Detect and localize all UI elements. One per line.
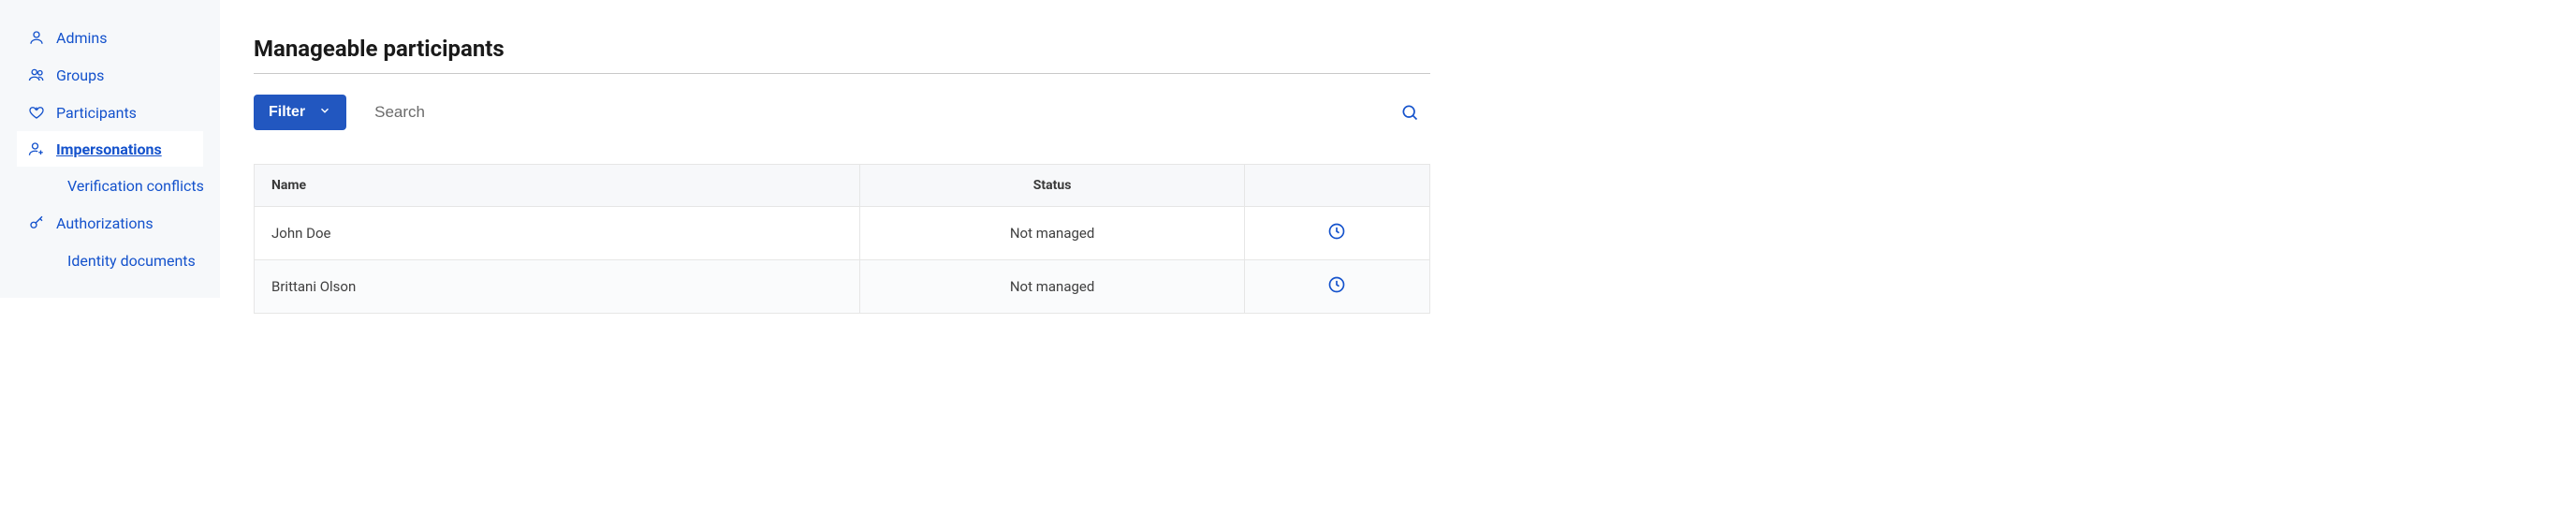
user-plus-icon	[28, 140, 45, 157]
cell-actions	[1244, 260, 1429, 314]
filter-button-label: Filter	[269, 104, 305, 121]
sidebar-item-label: Groups	[56, 66, 104, 84]
key-icon	[28, 214, 45, 231]
table-row: Brittani Olson Not managed	[255, 260, 1430, 314]
sidebar-item-authorizations[interactable]: Authorizations	[0, 204, 220, 242]
search-wrap	[374, 101, 1430, 124]
cell-name: John Doe	[255, 207, 860, 260]
table-header-row: Name Status	[255, 165, 1430, 207]
sidebar-item-groups[interactable]: Groups	[0, 56, 220, 94]
clock-icon[interactable]	[1327, 222, 1346, 241]
users-icon	[28, 66, 45, 83]
search-icon[interactable]	[1398, 101, 1421, 124]
participants-table: Name Status John Doe Not managed Brittan…	[254, 164, 1430, 314]
chevron-down-icon	[318, 104, 331, 122]
title-divider	[254, 73, 1430, 74]
clock-icon[interactable]	[1327, 275, 1346, 294]
sidebar-item-label: Verification conflicts	[67, 177, 204, 195]
col-name-header: Name	[255, 165, 860, 207]
sidebar-item-label: Participants	[56, 104, 137, 122]
main-content: Manageable participants Filter Name Stat…	[220, 0, 1449, 298]
filter-button[interactable]: Filter	[254, 95, 346, 130]
cell-name: Brittani Olson	[255, 260, 860, 314]
sidebar-item-label: Authorizations	[56, 214, 154, 232]
sidebar-item-label: Impersonations	[56, 140, 162, 158]
cell-actions	[1244, 207, 1429, 260]
heart-icon	[28, 104, 45, 121]
table-row: John Doe Not managed	[255, 207, 1430, 260]
search-input[interactable]	[374, 103, 1398, 122]
cell-status: Not managed	[860, 260, 1245, 314]
col-actions-header	[1244, 165, 1429, 207]
sidebar-item-admins[interactable]: Admins	[0, 19, 220, 56]
page-title: Manageable participants	[254, 36, 1430, 62]
sidebar-item-impersonations[interactable]: Impersonations	[17, 131, 203, 167]
sidebar-item-label: Admins	[56, 29, 107, 47]
sidebar-item-label: Identity documents	[67, 252, 196, 270]
sidebar-item-participants[interactable]: Participants	[0, 94, 220, 131]
user-icon	[28, 29, 45, 46]
cell-status: Not managed	[860, 207, 1245, 260]
toolbar: Filter	[254, 95, 1430, 130]
sidebar-item-verification-conflicts[interactable]: Verification conflicts	[0, 167, 220, 204]
col-status-header: Status	[860, 165, 1245, 207]
sidebar: Admins Groups Participants Impersonation…	[0, 0, 220, 298]
sidebar-item-identity-documents[interactable]: Identity documents	[0, 242, 220, 279]
